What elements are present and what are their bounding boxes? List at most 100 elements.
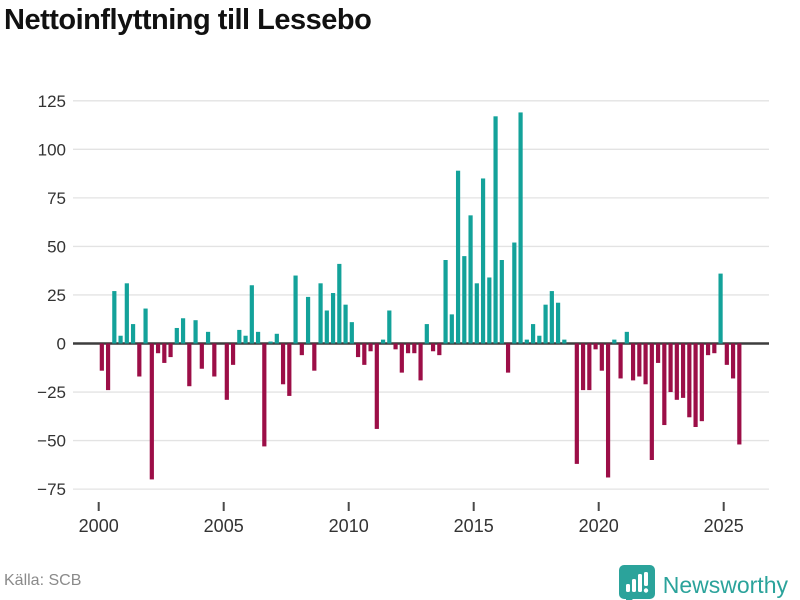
quarter-bar[interactable] (124, 283, 129, 344)
quarter-bar[interactable] (199, 343, 204, 369)
quarter-bar[interactable] (393, 343, 398, 350)
quarter-bar[interactable] (543, 304, 548, 344)
quarter-bar[interactable] (705, 343, 711, 356)
quarter-bar[interactable] (130, 324, 136, 344)
quarter-bar[interactable] (724, 343, 729, 365)
quarter-bar[interactable] (418, 343, 423, 381)
quarter-bar[interactable] (587, 343, 592, 391)
quarter-bar[interactable] (530, 324, 536, 344)
quarter-bar[interactable] (518, 112, 523, 344)
newsworthy-logo[interactable]: Newsworthy (618, 565, 788, 600)
quarter-bar[interactable] (624, 331, 629, 344)
quarter-bar[interactable] (168, 343, 173, 358)
quarter-bar[interactable] (187, 343, 192, 387)
quarter-bar[interactable] (343, 304, 348, 344)
quarter-bar[interactable] (580, 343, 586, 391)
quarter-bar[interactable] (287, 343, 292, 396)
quarter-bar[interactable] (555, 302, 561, 344)
quarter-bar[interactable] (487, 277, 492, 344)
quarter-bar[interactable] (137, 343, 142, 377)
quarter-bar[interactable] (712, 343, 717, 354)
quarter-bar[interactable] (299, 343, 304, 356)
quarter-bar[interactable] (180, 318, 186, 344)
quarter-bar[interactable] (249, 285, 254, 344)
quarter-bar[interactable] (562, 339, 567, 344)
quarter-bar[interactable] (387, 310, 392, 344)
quarter-bar[interactable] (262, 343, 267, 447)
quarter-bar[interactable] (205, 331, 211, 344)
quarter-bar[interactable] (537, 335, 542, 344)
quarter-bar[interactable] (630, 343, 636, 381)
quarter-bar[interactable] (355, 343, 361, 358)
quarter-bar[interactable] (680, 343, 686, 398)
quarter-bar[interactable] (512, 242, 517, 344)
quarter-bar[interactable] (374, 343, 379, 429)
quarter-bar[interactable] (449, 314, 454, 344)
quarter-bar[interactable] (718, 273, 723, 344)
quarter-bar[interactable] (349, 322, 354, 344)
quarter-bar[interactable] (143, 308, 148, 344)
quarter-bar[interactable] (524, 339, 529, 344)
quarter-bar[interactable] (605, 343, 611, 478)
quarter-bar[interactable] (662, 343, 667, 426)
quarter-bar[interactable] (493, 116, 498, 344)
quarter-bar[interactable] (155, 343, 161, 354)
quarter-bar[interactable] (618, 343, 623, 379)
quarter-bar[interactable] (499, 260, 504, 344)
quarter-bar[interactable] (255, 331, 261, 344)
quarter-bar[interactable] (468, 215, 473, 344)
quarter-bar[interactable] (674, 343, 679, 400)
quarter-bar[interactable] (693, 343, 698, 427)
quarter-bar[interactable] (424, 324, 429, 344)
quarter-bar[interactable] (330, 293, 336, 344)
quarter-bar[interactable] (274, 333, 279, 344)
quarter-bar[interactable] (237, 329, 242, 344)
quarter-bar[interactable] (668, 343, 673, 393)
quarter-bar[interactable] (293, 275, 298, 344)
quarter-bar[interactable] (362, 343, 367, 365)
quarter-bar[interactable] (612, 339, 617, 344)
quarter-bar[interactable] (437, 343, 442, 356)
quarter-bar[interactable] (324, 310, 329, 344)
quarter-bar[interactable] (337, 263, 342, 344)
quarter-bar[interactable] (643, 343, 648, 385)
quarter-bar[interactable] (118, 335, 123, 344)
quarter-bar[interactable] (730, 343, 736, 379)
quarter-bar[interactable] (318, 283, 323, 344)
quarter-bar[interactable] (480, 178, 486, 344)
quarter-bar[interactable] (593, 343, 598, 350)
quarter-bar[interactable] (280, 343, 286, 385)
quarter-bar[interactable] (112, 291, 117, 344)
quarter-bar[interactable] (162, 343, 167, 363)
quarter-bar[interactable] (368, 343, 373, 352)
quarter-bar[interactable] (687, 343, 692, 418)
quarter-bar[interactable] (637, 343, 642, 377)
quarter-bar[interactable] (399, 343, 404, 373)
quarter-bar[interactable] (443, 260, 448, 344)
quarter-bar[interactable] (230, 343, 236, 365)
quarter-bar[interactable] (699, 343, 704, 422)
quarter-bar[interactable] (312, 343, 317, 371)
quarter-bar[interactable] (212, 343, 217, 377)
quarter-bar[interactable] (737, 343, 742, 445)
quarter-bar[interactable] (224, 343, 229, 400)
quarter-bar[interactable] (243, 335, 248, 344)
quarter-bar[interactable] (474, 283, 479, 344)
quarter-bar[interactable] (268, 341, 273, 344)
quarter-bar[interactable] (574, 343, 579, 464)
quarter-bar[interactable] (174, 327, 179, 344)
quarter-bar[interactable] (99, 343, 104, 371)
quarter-bar[interactable] (430, 343, 436, 352)
quarter-bar[interactable] (462, 256, 467, 344)
quarter-bar[interactable] (549, 291, 554, 344)
quarter-bar[interactable] (105, 343, 111, 391)
quarter-bar[interactable] (149, 343, 154, 480)
quarter-bar[interactable] (405, 343, 411, 354)
quarter-bar[interactable] (505, 343, 511, 373)
quarter-bar[interactable] (655, 343, 661, 363)
quarter-bar[interactable] (599, 343, 604, 371)
quarter-bar[interactable] (649, 343, 654, 461)
quarter-bar[interactable] (412, 343, 417, 354)
quarter-bar[interactable] (455, 170, 461, 344)
quarter-bar[interactable] (380, 339, 386, 344)
